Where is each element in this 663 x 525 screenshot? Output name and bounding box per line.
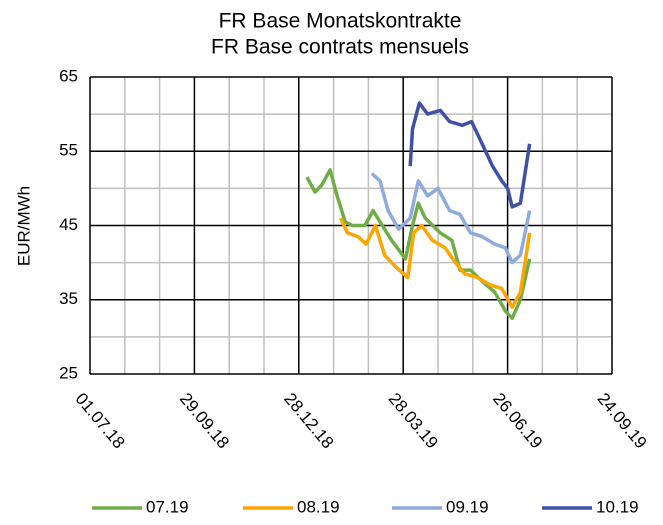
chart-title: FR Base Monatskontrakte <box>219 10 462 33</box>
y-tick-label: 35 <box>59 289 78 308</box>
x-tick-label: 26.06.19 <box>489 389 546 452</box>
chart-subtitle: FR Base contrats mensuels <box>211 36 469 59</box>
series-line <box>339 217 532 309</box>
y-axis-label: EUR/MWh <box>14 186 33 266</box>
y-tick-label: 65 <box>59 66 78 85</box>
y-tick-label: 25 <box>59 363 78 382</box>
series-line <box>370 172 532 265</box>
legend-label: 08.19 <box>297 497 340 516</box>
x-tick-label: 01.07.18 <box>72 389 129 452</box>
legend-label: 09.19 <box>446 497 489 516</box>
y-tick-label: 45 <box>59 215 78 234</box>
series-line <box>305 168 532 321</box>
legend-label: 10.19 <box>596 497 639 516</box>
x-tick-label: 28.12.18 <box>280 389 337 452</box>
x-tick-label: 28.03.19 <box>385 389 442 452</box>
x-tick-label: 29.09.18 <box>176 389 233 452</box>
y-tick-label: 55 <box>59 141 78 160</box>
legend-label: 07.19 <box>146 497 189 516</box>
x-tick-label: 24.09.19 <box>594 389 651 452</box>
series-line <box>408 101 532 209</box>
